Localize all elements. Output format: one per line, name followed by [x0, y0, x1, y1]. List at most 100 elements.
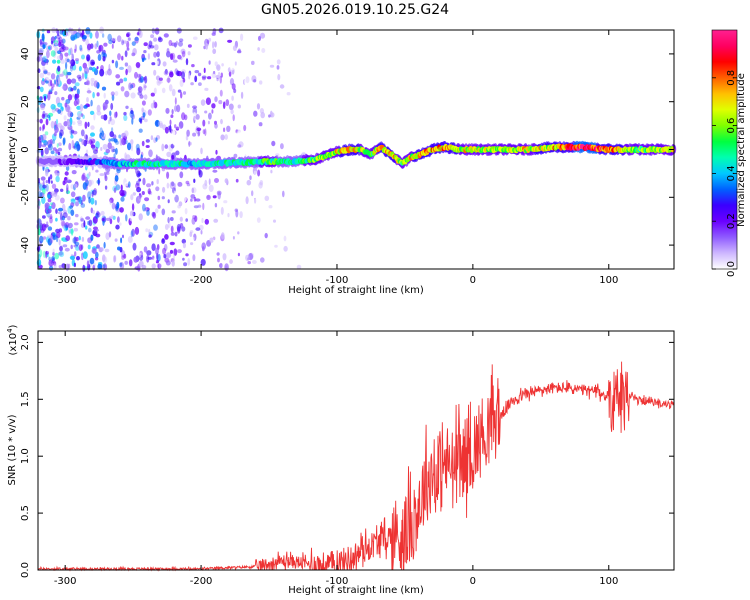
noise-speckle	[75, 237, 79, 242]
noise-speckle	[216, 77, 219, 82]
noise-speckle	[56, 59, 61, 64]
noise-speckle	[158, 263, 161, 270]
noise-speckle	[52, 59, 57, 64]
colorbar-tick-label: 0.0	[726, 261, 737, 277]
noise-speckle	[42, 77, 45, 82]
noise-speckle	[211, 72, 216, 79]
noise-speckle	[57, 37, 61, 43]
noise-speckle	[131, 41, 136, 46]
noise-speckle	[259, 32, 266, 39]
noise-speckle	[145, 145, 150, 148]
noise-speckle	[47, 72, 51, 76]
noise-speckle	[42, 44, 46, 49]
noise-speckle	[204, 218, 209, 225]
noise-speckle	[96, 244, 100, 249]
noise-speckle	[224, 178, 229, 184]
noise-speckle	[212, 195, 217, 199]
noise-speckle	[177, 249, 182, 254]
noise-speckle	[39, 47, 44, 55]
noise-speckle	[63, 84, 68, 90]
noise-speckle	[138, 222, 141, 229]
noise-speckle	[44, 147, 49, 155]
noise-speckle	[119, 66, 124, 70]
noise-speckle	[45, 250, 48, 259]
noise-speckle	[41, 33, 45, 41]
noise-speckle	[156, 263, 162, 269]
noise-speckle	[78, 244, 83, 252]
noise-speckle	[62, 137, 66, 146]
noise-speckle	[109, 116, 112, 122]
noise-speckle	[193, 36, 198, 40]
noise-speckle	[82, 172, 86, 180]
noise-speckle	[202, 202, 205, 211]
noise-speckle	[273, 219, 276, 223]
noise-speckle	[96, 50, 101, 54]
noise-speckle	[39, 72, 45, 79]
noise-speckle	[191, 187, 195, 194]
noise-speckle	[52, 248, 55, 254]
noise-speckle	[37, 200, 41, 207]
noise-speckle	[202, 119, 206, 127]
noise-speckle	[84, 121, 88, 129]
noise-speckle	[85, 27, 91, 35]
noise-speckle	[138, 213, 143, 221]
noise-speckle	[166, 151, 172, 158]
noise-speckle	[119, 189, 125, 196]
noise-speckle	[150, 34, 155, 39]
noise-speckle	[150, 102, 155, 109]
noise-speckle	[222, 196, 226, 200]
noise-speckle	[145, 139, 150, 143]
noise-speckle	[111, 202, 116, 210]
noise-speckle	[50, 79, 53, 87]
noise-speckle	[222, 253, 227, 261]
noise-speckle	[230, 109, 234, 115]
noise-speckle	[48, 90, 53, 95]
noise-speckle	[85, 38, 89, 46]
noise-speckle	[110, 138, 115, 142]
noise-speckle	[67, 94, 73, 101]
noise-speckle	[74, 251, 77, 257]
noise-speckle	[243, 79, 246, 84]
noise-speckle	[257, 137, 260, 144]
noise-speckle	[220, 134, 225, 141]
noise-speckle	[104, 175, 108, 182]
noise-speckle	[142, 203, 146, 212]
noise-speckle	[188, 72, 191, 80]
noise-speckle	[216, 64, 221, 71]
noise-speckle	[55, 124, 58, 128]
noise-speckle	[70, 228, 74, 236]
noise-speckle	[175, 126, 180, 131]
noise-speckle	[78, 27, 81, 35]
noise-speckle	[212, 28, 217, 35]
noise-speckle	[182, 77, 186, 83]
noise-speckle	[66, 184, 69, 192]
noise-speckle	[47, 194, 51, 199]
noise-speckle	[179, 56, 183, 61]
noise-speckle	[173, 248, 178, 256]
noise-speckle	[214, 41, 217, 48]
noise-speckle	[57, 207, 64, 212]
noise-speckle	[70, 134, 74, 139]
noise-speckle	[169, 181, 175, 190]
noise-speckle	[47, 114, 51, 118]
spectrogram-x-ticks: -300 -200 -100 0 100	[54, 30, 618, 286]
noise-speckle	[252, 260, 257, 264]
noise-speckle	[168, 39, 173, 47]
noise-speckle	[198, 29, 201, 35]
noise-speckle	[91, 67, 97, 72]
noise-speckle	[136, 32, 140, 36]
noise-speckle	[94, 43, 98, 50]
noise-speckle	[39, 126, 42, 131]
noise-speckle	[56, 55, 62, 60]
noise-speckle	[256, 217, 261, 223]
noise-speckle	[147, 53, 150, 60]
noise-speckle	[169, 241, 175, 246]
noise-speckle	[164, 234, 169, 240]
x-tick-label: -200	[190, 576, 213, 587]
snr-frame	[37, 330, 675, 571]
noise-speckle	[138, 74, 141, 81]
noise-speckle	[65, 263, 70, 272]
noise-speckle	[211, 132, 215, 136]
noise-speckle	[174, 124, 177, 129]
noise-speckle	[268, 114, 271, 118]
